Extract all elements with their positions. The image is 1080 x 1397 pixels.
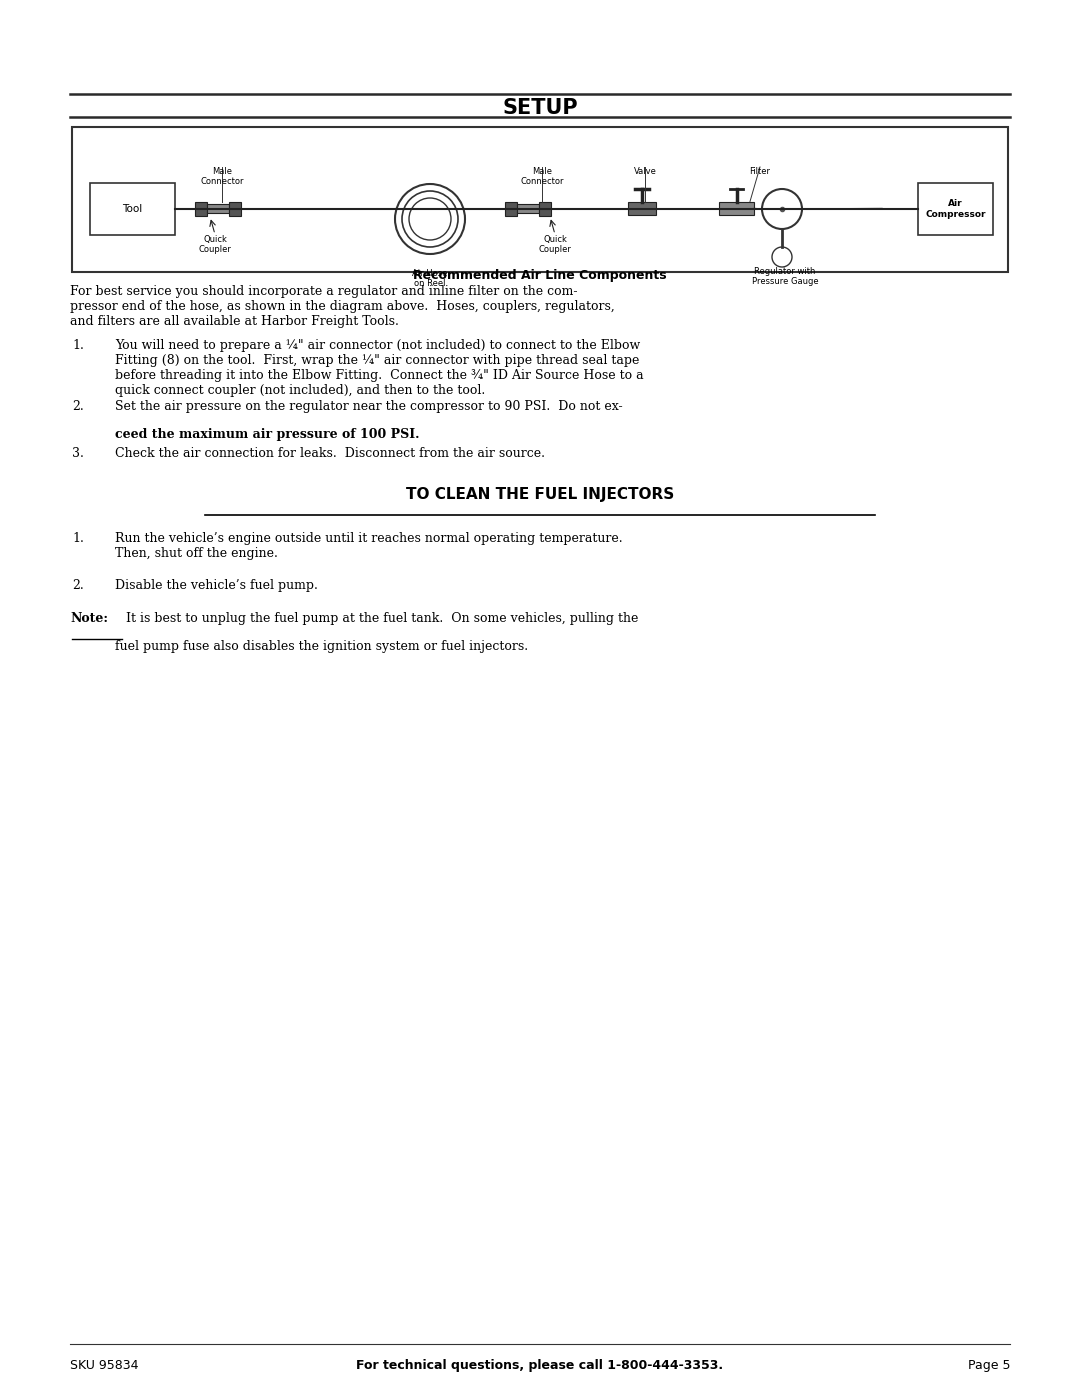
Text: You will need to prepare a ¼" air connector (not included) to connect to the Elb: You will need to prepare a ¼" air connec… bbox=[114, 339, 644, 397]
Bar bbox=[195, 201, 207, 215]
Text: Page 5: Page 5 bbox=[968, 1359, 1010, 1372]
Text: Tool: Tool bbox=[122, 204, 143, 214]
Bar bbox=[918, 183, 993, 235]
Text: SKU 95834: SKU 95834 bbox=[70, 1359, 138, 1372]
Text: Male
Connector: Male Connector bbox=[200, 168, 244, 186]
Bar bbox=[505, 201, 517, 215]
Text: 2.: 2. bbox=[72, 578, 84, 592]
Bar bbox=[719, 203, 754, 215]
Text: 3.: 3. bbox=[72, 447, 84, 460]
Text: For best service you should incorporate a regulator and inline filter on the com: For best service you should incorporate … bbox=[70, 285, 615, 328]
Text: 2.: 2. bbox=[72, 400, 84, 414]
Text: ceed the maximum air pressure of 100 PSI.: ceed the maximum air pressure of 100 PSI… bbox=[114, 427, 419, 441]
Bar bbox=[72, 127, 1008, 272]
Text: Set the air pressure on the regulator near the compressor to 90 PSI.  Do not ex-: Set the air pressure on the regulator ne… bbox=[114, 400, 623, 414]
Bar bbox=[90, 183, 175, 235]
Bar bbox=[207, 204, 229, 212]
Text: Air Hose
on Reel: Air Hose on Reel bbox=[413, 270, 448, 288]
Bar bbox=[517, 204, 539, 212]
Text: Air
Compressor: Air Compressor bbox=[926, 200, 986, 219]
Text: SETUP: SETUP bbox=[502, 98, 578, 117]
Text: 1.: 1. bbox=[72, 532, 84, 545]
Text: Filter: Filter bbox=[750, 168, 770, 176]
Text: Recommended Air Line Components: Recommended Air Line Components bbox=[414, 270, 666, 282]
Text: Check the air connection for leaks.  Disconnect from the air source.: Check the air connection for leaks. Disc… bbox=[114, 447, 545, 460]
Text: Run the vehicle’s engine outside until it reaches normal operating temperature.
: Run the vehicle’s engine outside until i… bbox=[114, 532, 623, 560]
Text: Regulator with
Pressure Gauge: Regulator with Pressure Gauge bbox=[752, 267, 819, 286]
Text: 1.: 1. bbox=[72, 339, 84, 352]
Text: fuel pump fuse also disables the ignition system or fuel injectors.: fuel pump fuse also disables the ignitio… bbox=[114, 640, 528, 652]
Text: Disable the vehicle’s fuel pump.: Disable the vehicle’s fuel pump. bbox=[114, 578, 318, 592]
Bar bbox=[627, 203, 656, 215]
Text: Valve: Valve bbox=[634, 168, 657, 176]
Text: Note:: Note: bbox=[70, 612, 108, 624]
Bar bbox=[539, 201, 551, 215]
Text: Quick
Coupler: Quick Coupler bbox=[539, 235, 571, 254]
Text: TO CLEAN THE FUEL INJECTORS: TO CLEAN THE FUEL INJECTORS bbox=[406, 488, 674, 502]
Text: For technical questions, please call 1-800-444-3353.: For technical questions, please call 1-8… bbox=[356, 1359, 724, 1372]
Text: Quick
Coupler: Quick Coupler bbox=[199, 235, 231, 254]
Text: Male
Connector: Male Connector bbox=[521, 168, 564, 186]
Bar bbox=[229, 201, 241, 215]
Text: It is best to unplug the fuel pump at the fuel tank.  On some vehicles, pulling : It is best to unplug the fuel pump at th… bbox=[122, 612, 638, 624]
